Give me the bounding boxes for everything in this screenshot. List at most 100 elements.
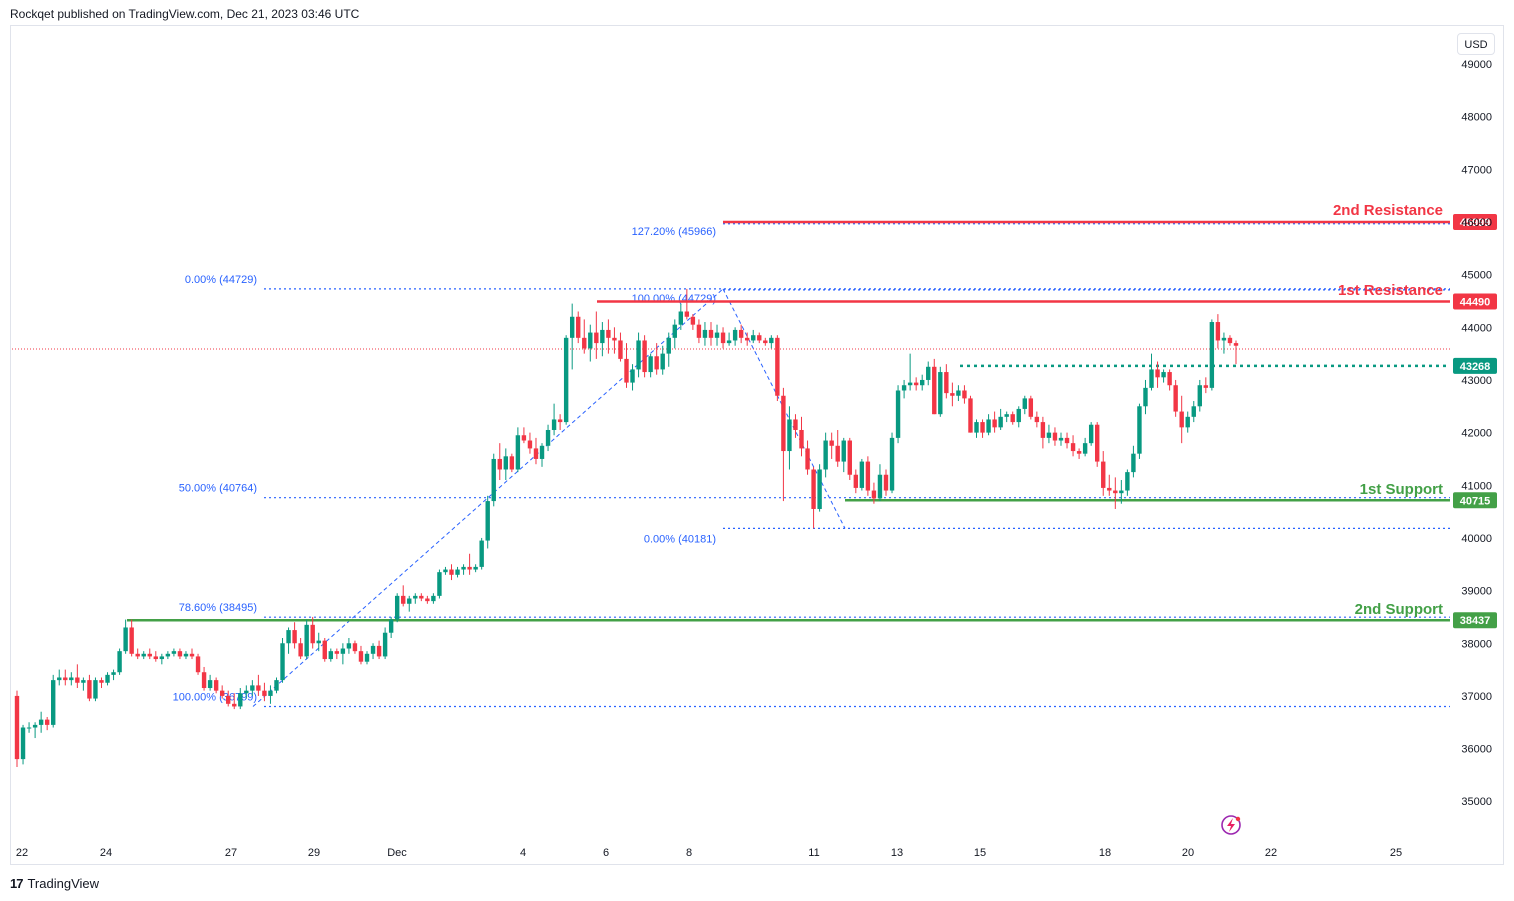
candle[interactable] — [38, 711, 44, 733]
candle[interactable] — [81, 677, 86, 691]
candle[interactable] — [141, 651, 146, 660]
candle[interactable] — [232, 693, 237, 710]
candle[interactable] — [250, 680, 255, 696]
candle[interactable] — [582, 319, 587, 354]
candle[interactable] — [219, 685, 225, 699]
candle[interactable] — [286, 627, 291, 654]
candle[interactable] — [26, 722, 32, 733]
candle[interactable] — [672, 319, 677, 349]
candle[interactable] — [907, 353, 913, 391]
candle[interactable] — [425, 595, 430, 604]
candle[interactable] — [527, 432, 533, 454]
candle[interactable] — [183, 651, 189, 660]
candle[interactable] — [1137, 403, 1142, 459]
candle[interactable] — [1016, 406, 1021, 428]
candle[interactable] — [280, 637, 285, 683]
candle[interactable] — [938, 366, 943, 417]
candle[interactable] — [467, 553, 472, 575]
candle[interactable] — [419, 593, 424, 602]
candle[interactable] — [926, 361, 931, 386]
candle[interactable] — [781, 387, 786, 502]
candle[interactable] — [207, 674, 213, 691]
candle[interactable] — [262, 682, 267, 702]
candle[interactable] — [213, 677, 219, 694]
candle[interactable] — [624, 343, 629, 388]
candle[interactable] — [726, 332, 732, 346]
candle[interactable] — [853, 469, 859, 494]
candle[interactable] — [606, 319, 611, 354]
candle[interactable] — [919, 374, 925, 391]
candle[interactable] — [352, 640, 358, 654]
candle[interactable] — [557, 414, 563, 430]
candle[interactable] — [775, 335, 780, 402]
candle[interactable] — [533, 437, 539, 465]
candle[interactable] — [865, 456, 871, 496]
candle[interactable] — [473, 564, 478, 573]
candle[interactable] — [57, 669, 62, 686]
candle[interactable] — [1149, 353, 1154, 391]
candle[interactable] — [382, 627, 388, 660]
candle[interactable] — [889, 432, 895, 494]
candle[interactable] — [708, 322, 714, 346]
candle[interactable] — [986, 414, 991, 436]
lightning-icon[interactable] — [1221, 815, 1241, 835]
candle[interactable] — [974, 419, 979, 438]
candle[interactable] — [1034, 411, 1040, 428]
candle[interactable] — [787, 406, 792, 470]
candle[interactable] — [702, 322, 708, 346]
candle[interactable] — [1125, 469, 1130, 496]
candle[interactable] — [913, 377, 919, 391]
candle[interactable] — [1070, 435, 1076, 457]
candle[interactable] — [618, 332, 623, 362]
candle[interactable] — [111, 669, 116, 681]
candle[interactable] — [956, 385, 961, 402]
candle[interactable] — [678, 303, 684, 330]
candle[interactable] — [485, 495, 490, 549]
candle[interactable] — [992, 411, 997, 433]
candle[interactable] — [1119, 480, 1124, 504]
candle[interactable] — [793, 414, 798, 438]
candle[interactable] — [1185, 411, 1190, 433]
candle[interactable] — [763, 337, 768, 346]
candle[interactable] — [449, 564, 454, 581]
candle[interactable] — [431, 593, 436, 604]
currency-button[interactable]: USD — [1457, 33, 1495, 55]
candle[interactable] — [268, 685, 273, 704]
candle[interactable] — [817, 464, 822, 512]
candle[interactable] — [1191, 401, 1196, 423]
candle[interactable] — [751, 329, 756, 344]
candle[interactable] — [1173, 379, 1178, 417]
candle[interactable] — [569, 303, 575, 370]
candle[interactable] — [588, 324, 593, 362]
candle[interactable] — [69, 672, 74, 686]
candle[interactable] — [823, 432, 828, 478]
candle[interactable] — [238, 688, 243, 710]
candle[interactable] — [1209, 319, 1215, 391]
candle[interactable] — [497, 443, 502, 481]
candle[interactable] — [407, 595, 412, 612]
candle[interactable] — [1131, 445, 1136, 478]
candle[interactable] — [316, 632, 321, 652]
candle[interactable] — [461, 564, 466, 575]
candle[interactable] — [1040, 416, 1046, 449]
candle[interactable] — [877, 464, 883, 502]
candle[interactable] — [177, 648, 183, 660]
candle[interactable] — [883, 469, 889, 496]
candle[interactable] — [1095, 422, 1100, 467]
candle[interactable] — [654, 343, 659, 375]
candle[interactable] — [1004, 411, 1009, 423]
candle[interactable] — [600, 322, 605, 357]
candle[interactable] — [563, 335, 569, 425]
candle[interactable] — [298, 637, 303, 660]
candle[interactable] — [576, 311, 581, 344]
candle[interactable] — [1233, 340, 1239, 365]
candle[interactable] — [165, 651, 171, 660]
candle[interactable] — [1082, 437, 1088, 457]
candle[interactable] — [340, 643, 346, 665]
candle[interactable] — [44, 716, 50, 731]
candle[interactable] — [1197, 379, 1202, 412]
candle[interactable] — [346, 637, 352, 654]
candle[interactable] — [1046, 424, 1052, 444]
candle[interactable] — [835, 429, 840, 467]
